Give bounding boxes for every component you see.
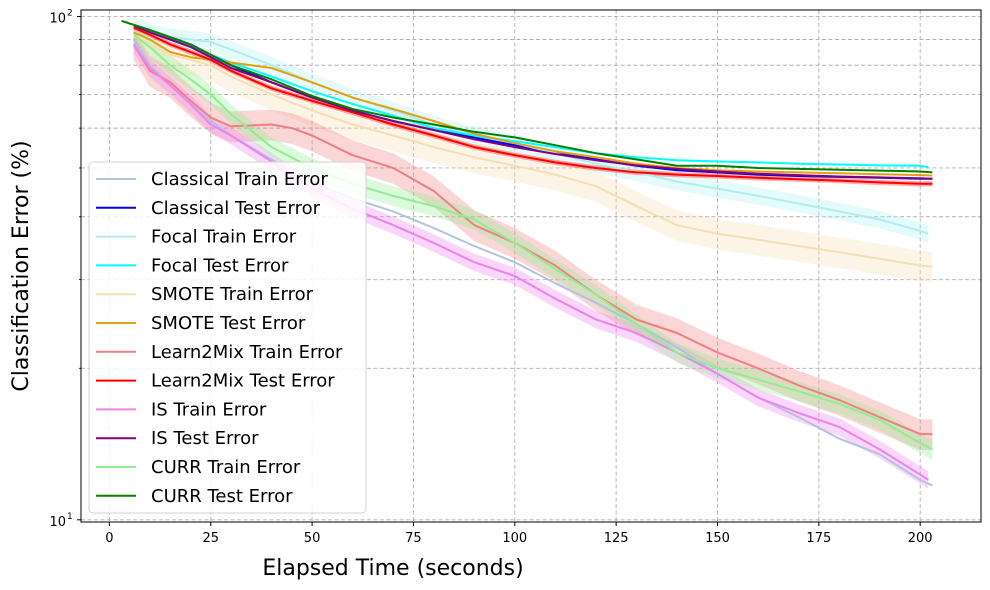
- legend-label: Learn2Mix Test Error: [151, 371, 335, 392]
- plot-area-frame: [80, 9, 982, 523]
- y-axis-title: Classification Error (%): [9, 140, 34, 391]
- y-tick-label-exponent: 1: [67, 512, 73, 522]
- series-line: [133, 33, 933, 268]
- series-band: [133, 29, 933, 450]
- series-line: [132, 43, 933, 436]
- x-tick-label: 150: [705, 531, 730, 546]
- legend-label: Classical Train Error: [151, 169, 328, 190]
- x-axis-title: Elapsed Time (seconds): [262, 556, 523, 581]
- y-tick-label: 10: [49, 515, 66, 530]
- series-band: [133, 35, 929, 489]
- legend-label: Learn2Mix Train Error: [151, 342, 343, 363]
- series-band: [133, 25, 933, 460]
- legend-label: CURR Test Error: [151, 486, 293, 507]
- legend-label: Focal Train Error: [151, 227, 297, 248]
- x-tick-label: 200: [908, 531, 933, 546]
- series-band: [133, 16, 929, 243]
- series-line: [133, 33, 933, 451]
- legend-label: CURR Train Error: [151, 457, 301, 478]
- legend-label: SMOTE Test Error: [151, 313, 306, 334]
- legend-label: IS Test Error: [151, 428, 259, 449]
- x-tick-label: 175: [806, 531, 831, 546]
- x-tick-label: 75: [405, 531, 422, 546]
- series-band: [133, 19, 933, 283]
- confidence-bands: [133, 16, 933, 489]
- legend-label: IS Train Error: [151, 399, 267, 420]
- y-tick-label: 10: [49, 11, 66, 26]
- series-line: [133, 24, 933, 180]
- legend-box: [88, 161, 367, 514]
- x-tick-label: 50: [304, 531, 321, 546]
- legend-label: Focal Test Error: [151, 255, 289, 276]
- x-tick-label: 125: [604, 531, 629, 546]
- legend: Classical Train Error Classical Test Erro…: [88, 161, 367, 514]
- series-lines: [121, 19, 933, 487]
- y-tick-label-exponent: 2: [67, 8, 73, 18]
- x-tick-label: 25: [202, 531, 219, 546]
- x-tick-label: 100: [502, 531, 527, 546]
- series-line: [132, 43, 929, 481]
- series-line: [121, 19, 933, 174]
- series-line: [133, 26, 933, 185]
- x-tick-label: 0: [105, 531, 113, 546]
- legend-label: Classical Test Error: [151, 198, 321, 219]
- legend-label: SMOTE Train Error: [151, 284, 314, 305]
- series-line: [132, 38, 933, 487]
